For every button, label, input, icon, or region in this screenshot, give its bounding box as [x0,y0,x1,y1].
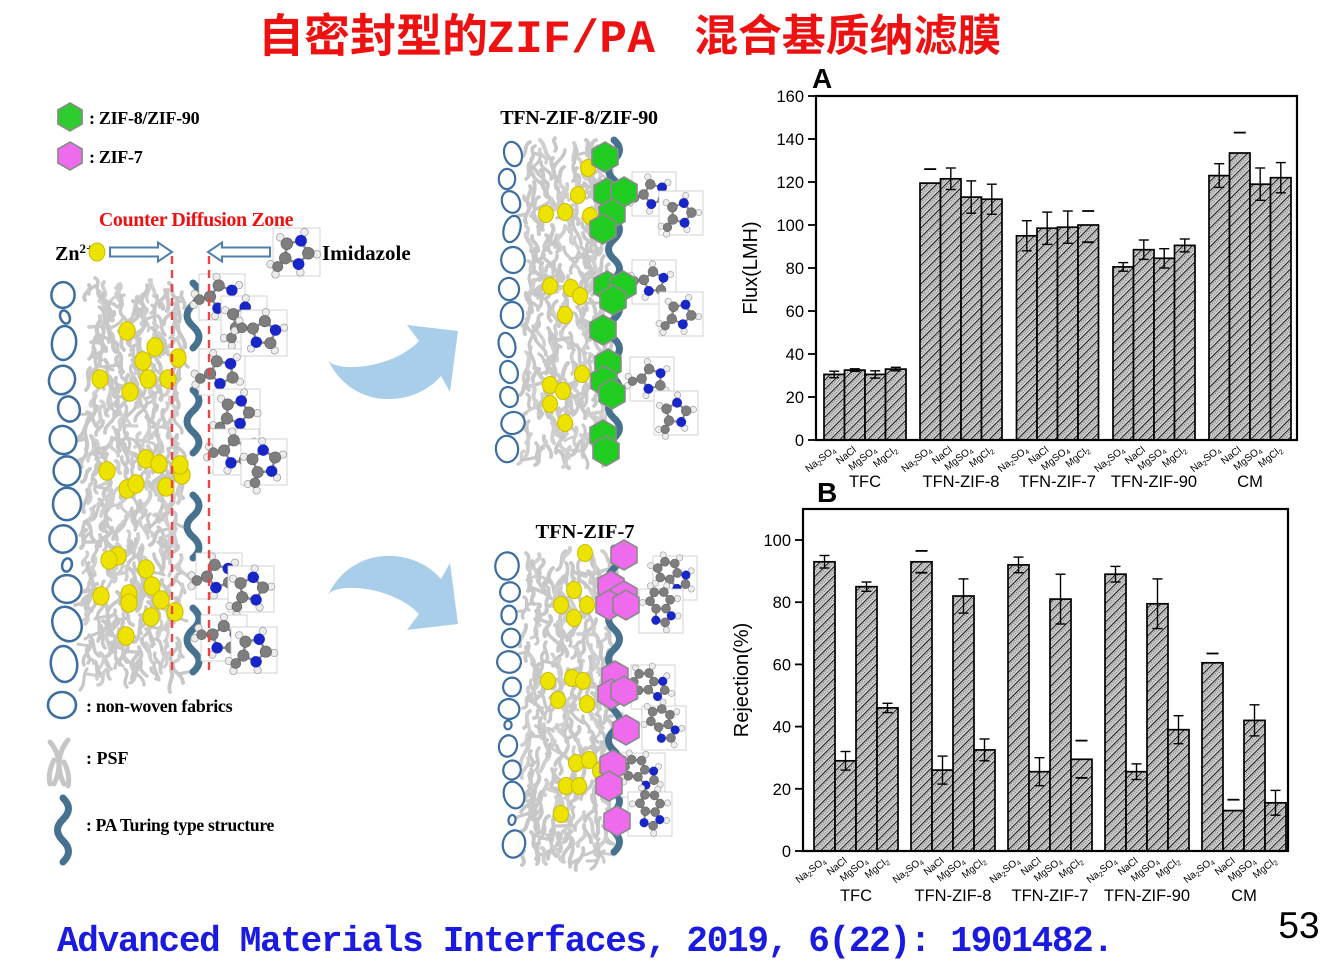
svg-text:Counter Diffusion Zone: Counter Diffusion Zone [99,209,294,231]
svg-text:TFN-ZIF-8: TFN-ZIF-8 [923,473,1000,491]
svg-text:TFN-ZIF-7: TFN-ZIF-7 [535,521,634,543]
svg-text:40: 40 [773,719,791,737]
svg-text:40: 40 [786,346,804,364]
svg-text:B: B [817,477,837,508]
svg-text:ZIF/PA: ZIF/PA [487,14,655,66]
svg-text:53: 53 [1278,905,1319,946]
svg-text:100: 100 [776,217,804,235]
svg-text:TFN-ZIF-90: TFN-ZIF-90 [1104,887,1190,905]
svg-text:CM: CM [1237,473,1263,491]
svg-text:TFN-ZIF-8: TFN-ZIF-8 [915,887,992,905]
svg-text:20: 20 [786,389,804,407]
svg-text:Rejection(%): Rejection(%) [731,623,753,737]
svg-text:TFC: TFC [849,473,881,491]
svg-text:TFC: TFC [840,887,872,905]
svg-text:CM: CM [1231,887,1257,905]
svg-text:100: 100 [763,532,791,550]
svg-text:120: 120 [776,174,804,192]
svg-text:: PA Turing type structure: : PA Turing type structure [86,815,274,835]
svg-text:Advanced Materials Interfaces,: Advanced Materials Interfaces, 2019, 6(2… [57,921,1113,962]
svg-text:: ZIF-8/ZIF-90: : ZIF-8/ZIF-90 [89,108,200,128]
svg-text:0: 0 [782,843,791,861]
svg-text:60: 60 [786,303,804,321]
svg-text:80: 80 [786,260,804,278]
svg-text:: ZIF-7: : ZIF-7 [89,147,143,167]
svg-text:0: 0 [795,432,804,450]
svg-text:Imidazole: Imidazole [322,241,411,265]
svg-text:160: 160 [776,88,804,106]
svg-text:20: 20 [773,781,791,799]
svg-text:: non-woven fabrics: : non-woven fabrics [86,696,233,716]
svg-text:TFN-ZIF-90: TFN-ZIF-90 [1111,473,1197,491]
svg-text:80: 80 [773,594,791,612]
svg-text:60: 60 [773,656,791,674]
svg-text:A: A [812,63,832,94]
svg-text:TFN-ZIF-7: TFN-ZIF-7 [1019,473,1096,491]
svg-text:TFN-ZIF-7: TFN-ZIF-7 [1012,887,1089,905]
svg-text:140: 140 [776,131,804,149]
svg-text:Flux(LMH): Flux(LMH) [740,221,762,314]
svg-text:TFN-ZIF-8/ZIF-90: TFN-ZIF-8/ZIF-90 [500,107,658,129]
svg-text:: PSF: : PSF [86,748,129,768]
